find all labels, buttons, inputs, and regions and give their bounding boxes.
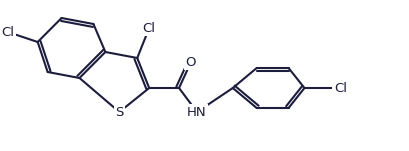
Text: S: S — [115, 106, 124, 119]
Text: O: O — [186, 56, 196, 69]
Text: Cl: Cl — [1, 26, 14, 39]
Text: Cl: Cl — [334, 82, 347, 95]
Text: HN: HN — [187, 106, 207, 119]
Text: Cl: Cl — [143, 21, 156, 34]
